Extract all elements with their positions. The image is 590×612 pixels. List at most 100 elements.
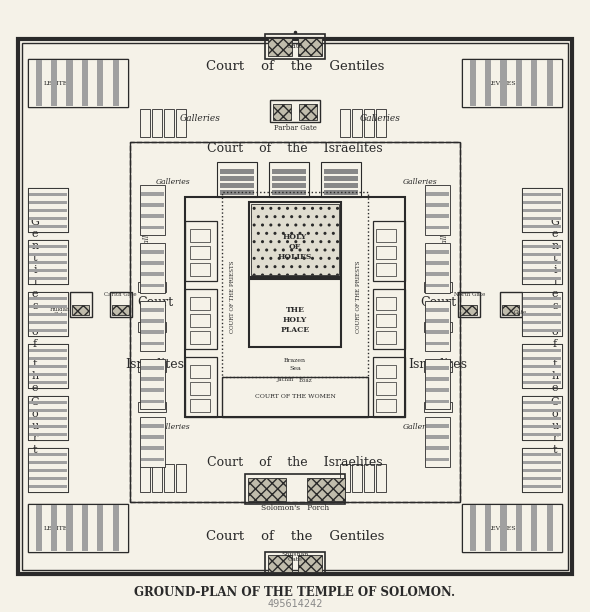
Bar xyxy=(248,478,286,501)
Bar xyxy=(522,240,562,284)
Bar xyxy=(141,226,164,230)
Text: s: s xyxy=(552,301,558,311)
Bar xyxy=(272,176,306,181)
Bar xyxy=(190,314,210,327)
Text: Sea: Sea xyxy=(289,367,301,371)
Bar xyxy=(522,344,562,388)
Bar xyxy=(28,188,68,232)
Bar xyxy=(29,477,67,480)
Bar xyxy=(298,555,322,572)
Bar xyxy=(29,409,67,412)
Bar xyxy=(141,458,164,461)
Bar xyxy=(268,555,292,572)
Bar xyxy=(220,190,254,195)
Bar xyxy=(425,417,450,467)
Bar xyxy=(217,162,257,197)
Bar xyxy=(352,109,362,137)
Bar xyxy=(22,43,568,570)
Bar xyxy=(140,464,150,492)
Bar xyxy=(176,109,186,137)
Bar xyxy=(299,104,317,120)
Bar xyxy=(500,292,522,317)
Text: G: G xyxy=(550,217,559,227)
Bar xyxy=(141,400,164,403)
Bar xyxy=(190,263,210,276)
Bar xyxy=(141,203,164,207)
Text: Galleries: Galleries xyxy=(156,423,191,431)
Text: t: t xyxy=(553,445,557,455)
Bar xyxy=(273,104,291,120)
Text: e: e xyxy=(32,289,38,299)
Text: Gate: Gate xyxy=(287,42,303,50)
Bar xyxy=(426,366,449,370)
Bar xyxy=(29,253,67,256)
Bar xyxy=(425,185,450,235)
Text: s: s xyxy=(32,301,38,311)
Bar xyxy=(426,435,449,439)
Bar xyxy=(164,464,174,492)
Bar xyxy=(185,221,217,281)
Bar xyxy=(522,188,562,232)
Text: of: of xyxy=(432,316,444,329)
Bar xyxy=(29,485,67,488)
Text: Huldah
Gate: Huldah Gate xyxy=(50,307,70,318)
Bar xyxy=(113,505,119,551)
Bar xyxy=(140,243,165,293)
Text: l: l xyxy=(553,277,557,287)
Text: C: C xyxy=(550,397,559,407)
Bar xyxy=(29,321,67,324)
Bar xyxy=(152,109,162,137)
Bar xyxy=(29,277,67,280)
Bar xyxy=(28,188,68,232)
Bar xyxy=(523,425,561,428)
Bar xyxy=(426,446,449,450)
Text: Israelites: Israelites xyxy=(408,357,467,370)
Bar xyxy=(190,246,210,259)
Text: t: t xyxy=(553,359,557,369)
Bar xyxy=(190,365,210,378)
Bar xyxy=(523,381,561,384)
Bar xyxy=(29,365,67,368)
Bar xyxy=(29,349,67,352)
Bar xyxy=(29,401,67,404)
Bar xyxy=(140,185,165,235)
Bar xyxy=(324,183,358,188)
Bar xyxy=(176,464,186,492)
Bar xyxy=(28,292,68,336)
Bar xyxy=(426,389,449,392)
Bar xyxy=(523,269,561,272)
Bar xyxy=(376,365,396,378)
Bar xyxy=(220,176,254,181)
Bar xyxy=(376,263,396,276)
Bar xyxy=(373,221,405,281)
Bar xyxy=(29,373,67,376)
Bar xyxy=(376,331,396,344)
Bar xyxy=(523,485,561,488)
Text: Israelites: Israelites xyxy=(126,357,185,370)
Bar xyxy=(28,59,128,107)
Text: OF: OF xyxy=(289,243,301,251)
Bar xyxy=(426,203,449,207)
Bar xyxy=(502,305,519,315)
Bar xyxy=(141,341,164,345)
Bar xyxy=(141,378,164,381)
Bar xyxy=(141,283,164,288)
Bar xyxy=(462,504,562,552)
Bar xyxy=(460,305,477,315)
Bar xyxy=(531,505,537,551)
Bar xyxy=(97,505,103,551)
Bar xyxy=(462,59,562,107)
Text: f: f xyxy=(33,339,37,349)
Bar xyxy=(29,305,67,308)
Bar xyxy=(270,100,320,122)
Bar xyxy=(29,313,67,316)
Text: i: i xyxy=(33,265,37,275)
Bar xyxy=(340,109,350,137)
Bar xyxy=(28,240,68,284)
Bar xyxy=(272,169,306,174)
Bar xyxy=(523,401,561,404)
Bar xyxy=(29,269,67,272)
Bar xyxy=(67,505,73,551)
Bar xyxy=(220,183,254,188)
Text: LEVITES: LEVITES xyxy=(44,81,73,86)
